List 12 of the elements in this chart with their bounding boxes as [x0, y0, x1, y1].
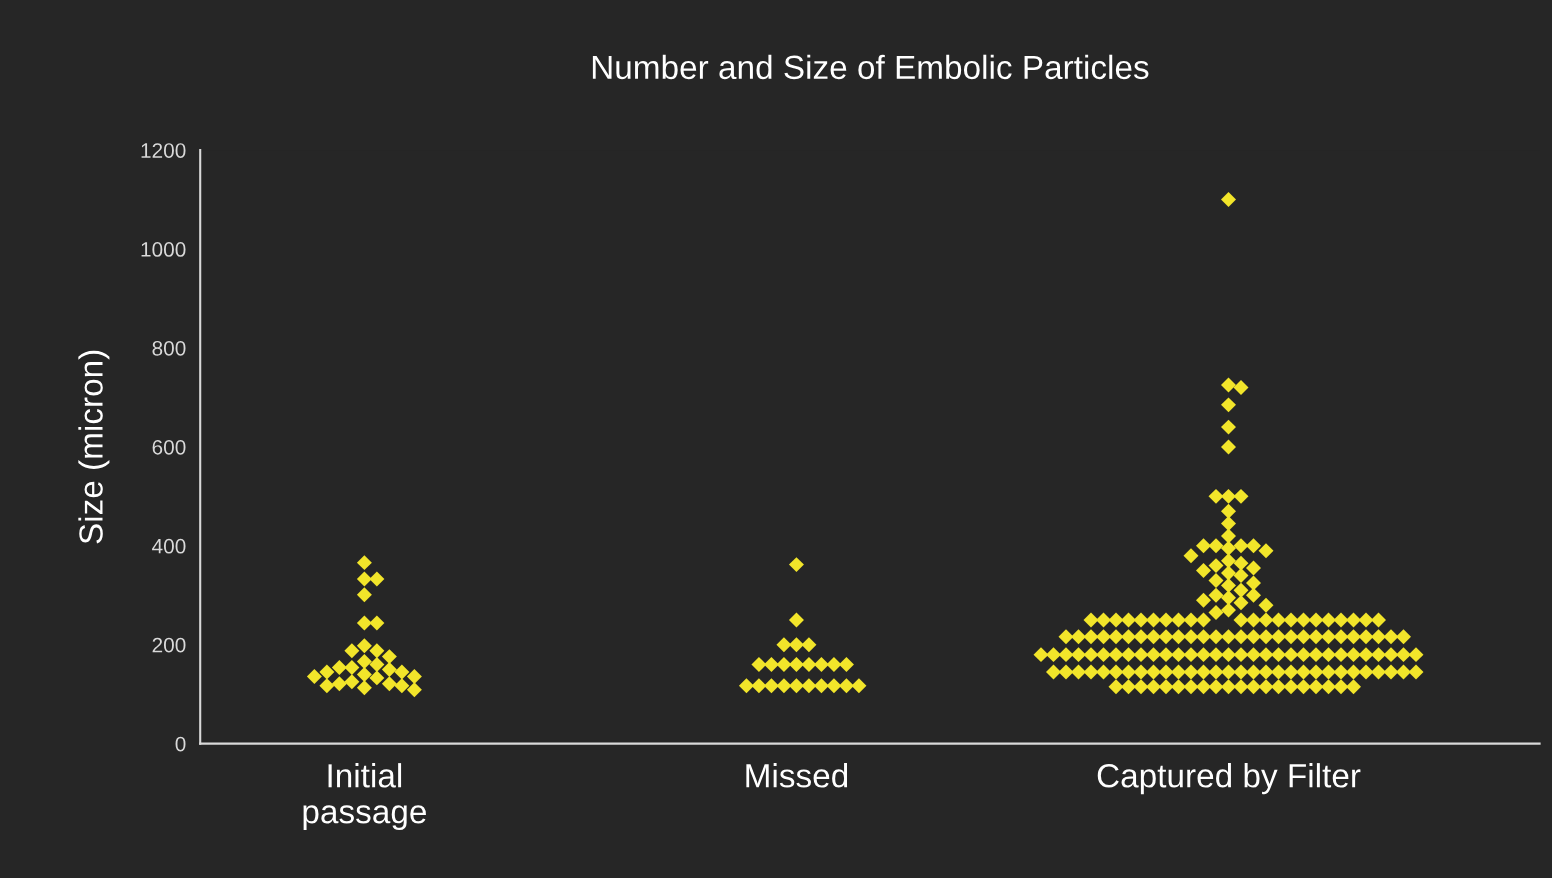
y-tick-label: 1000: [141, 242, 186, 257]
y-tick-label: 400: [152, 538, 186, 554]
y-tick-label: 600: [152, 439, 186, 455]
y-tick-label: 0: [175, 736, 186, 752]
chart-title: Number and Size of Embolic Particles: [592, 54, 1149, 80]
y-axis-title: Size (micron): [78, 350, 110, 544]
x-tick-label: Captured by Filter: [1097, 763, 1361, 795]
x-tick-label: Initial passage: [303, 763, 426, 831]
y-tick-label: 1200: [141, 143, 186, 158]
x-tick-label: Missed: [746, 763, 848, 788]
y-tick-label: 200: [152, 637, 186, 653]
y-tick-label: 800: [152, 340, 186, 356]
